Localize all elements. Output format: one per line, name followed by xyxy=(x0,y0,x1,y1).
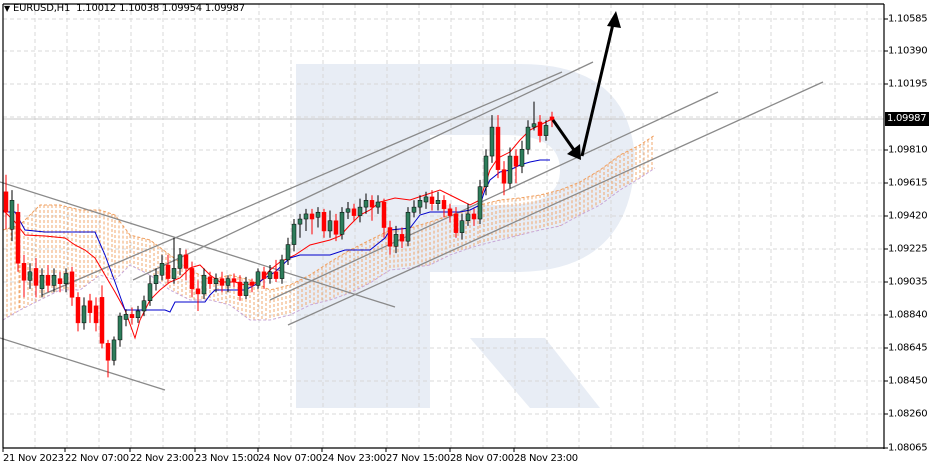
price-tick-label: 1.08645 xyxy=(888,342,928,354)
ohlc-values: 1.10012 1.10038 1.09954 1.09987 xyxy=(76,3,245,14)
time-tick-label: 21 Nov 2023 xyxy=(3,453,64,464)
price-tick-label: 1.10195 xyxy=(888,78,928,90)
price-tick-label: 1.08450 xyxy=(888,375,928,387)
chart-axes xyxy=(2,3,888,452)
triangle-down-icon[interactable]: ▼ xyxy=(4,4,10,13)
price-tick-label: 1.09225 xyxy=(888,243,928,255)
price-tick-label: 1.09035 xyxy=(888,276,928,288)
chart-header: ▼ EURUSD,H1 1.10012 1.10038 1.09954 1.099… xyxy=(4,3,245,14)
time-tick-label: 22 Nov 23:00 xyxy=(130,453,194,464)
price-tick-label: 1.08065 xyxy=(888,442,928,454)
time-tick-label: 28 Nov 07:00 xyxy=(450,453,514,464)
symbol-label: EURUSD,H1 xyxy=(12,3,71,14)
time-tick-label: 24 Nov 23:00 xyxy=(322,453,386,464)
time-tick-label: 24 Nov 07:00 xyxy=(258,453,322,464)
forecast-arrows[interactable] xyxy=(551,11,621,160)
current-price-label: 1.09987 xyxy=(885,112,930,126)
price-tick-label: 1.09615 xyxy=(888,177,928,189)
price-tick-label: 1.10390 xyxy=(888,45,928,57)
price-tick-label: 1.08260 xyxy=(888,408,928,420)
time-tick-label: 28 Nov 23:00 xyxy=(514,453,578,464)
chart-grid xyxy=(3,4,884,449)
time-tick-label: 27 Nov 15:00 xyxy=(386,453,450,464)
price-tick-label: 1.09810 xyxy=(888,144,928,156)
price-tick-label: 1.08840 xyxy=(888,309,928,321)
price-tick-label: 1.09420 xyxy=(888,210,928,222)
time-tick-label: 23 Nov 15:00 xyxy=(195,453,259,464)
trend-lines[interactable] xyxy=(0,61,824,391)
candlesticks xyxy=(3,101,555,378)
price-tick-label: 1.10585 xyxy=(888,13,928,25)
time-tick-label: 22 Nov 07:00 xyxy=(65,453,129,464)
